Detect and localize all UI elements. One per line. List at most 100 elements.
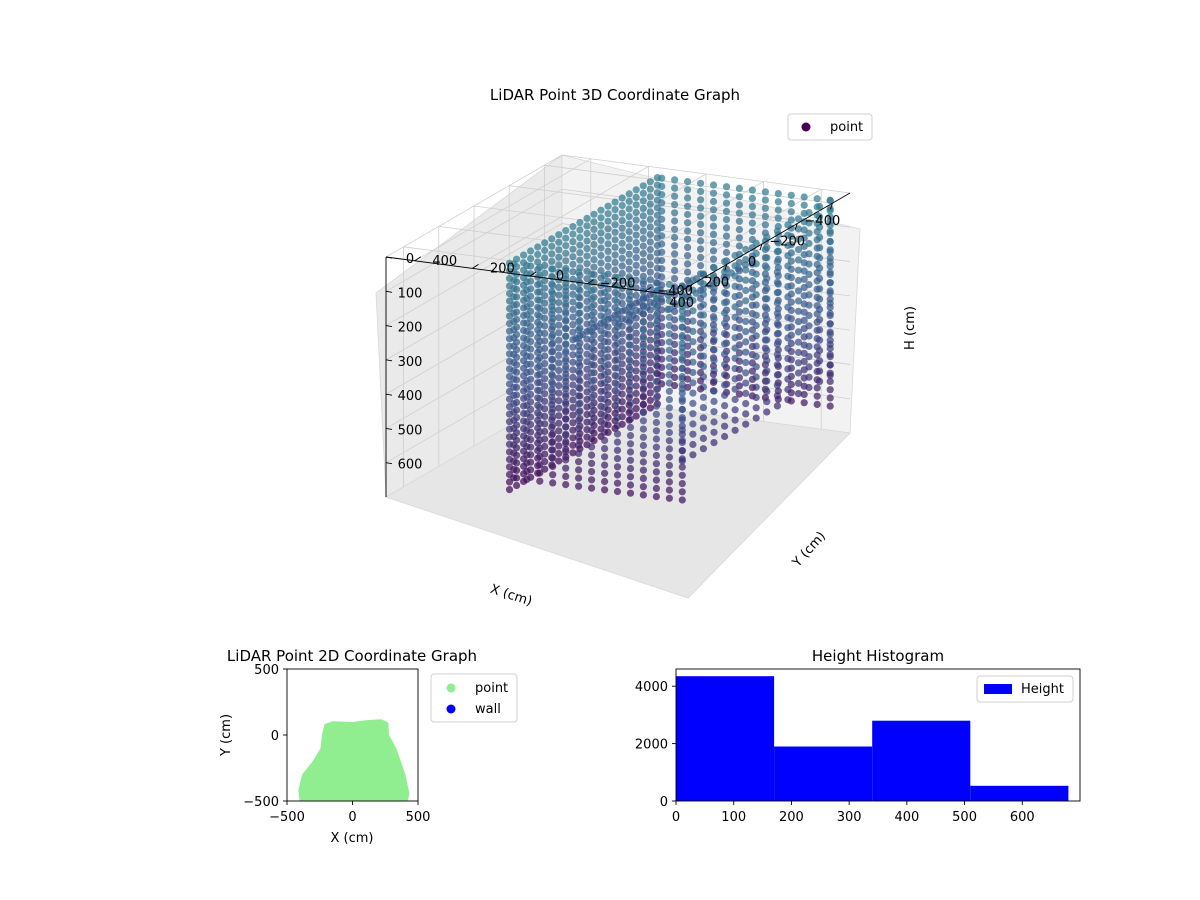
point-3d bbox=[784, 365, 792, 373]
point-3d bbox=[748, 211, 757, 219]
point-3d bbox=[632, 201, 640, 209]
point-3d bbox=[646, 321, 654, 329]
point-3d bbox=[513, 278, 521, 286]
point-3d bbox=[555, 253, 563, 261]
point-3d bbox=[611, 356, 619, 365]
point-3d bbox=[709, 206, 718, 214]
point-3d bbox=[548, 438, 556, 447]
point-3d bbox=[813, 392, 821, 400]
point-3d bbox=[534, 379, 542, 387]
point-3d bbox=[709, 239, 718, 247]
point-3d bbox=[618, 269, 626, 277]
point-3d bbox=[632, 254, 640, 262]
point-3d bbox=[665, 486, 674, 494]
point-3d bbox=[505, 312, 514, 320]
point-3d bbox=[513, 263, 521, 271]
point-3d bbox=[562, 385, 570, 393]
point-3d bbox=[722, 240, 731, 248]
point-3d bbox=[639, 466, 648, 474]
point-3d bbox=[763, 336, 771, 344]
point-3d bbox=[794, 390, 803, 398]
point-3d bbox=[678, 457, 686, 465]
point-3d bbox=[590, 248, 598, 256]
point-3d bbox=[639, 182, 647, 190]
point-3d bbox=[709, 214, 718, 222]
point-3d bbox=[548, 416, 556, 424]
point-3d bbox=[625, 409, 633, 417]
point-3d bbox=[763, 346, 771, 354]
z-tick-label-3d: 200 bbox=[398, 321, 423, 336]
point-3d bbox=[569, 411, 577, 419]
point-3d bbox=[639, 378, 647, 386]
point-3d bbox=[678, 496, 686, 504]
point-3d bbox=[569, 260, 577, 268]
point-3d bbox=[625, 333, 633, 341]
point-3d bbox=[816, 336, 824, 344]
point-3d bbox=[658, 174, 666, 182]
point-3d bbox=[721, 402, 729, 410]
point-3d bbox=[639, 441, 648, 450]
point-3d bbox=[763, 377, 771, 385]
legend-3d-label: point bbox=[830, 120, 863, 135]
point-3d bbox=[646, 351, 654, 359]
point-3d bbox=[555, 268, 563, 276]
point-3d bbox=[520, 311, 528, 320]
point-3d bbox=[794, 369, 803, 377]
point-3d bbox=[794, 235, 803, 243]
point-3d bbox=[826, 312, 834, 320]
point-3d bbox=[742, 328, 750, 336]
point-3d bbox=[710, 356, 718, 364]
histogram-bar bbox=[774, 746, 873, 801]
point-3d bbox=[689, 420, 697, 428]
point-3d bbox=[748, 293, 757, 301]
point-3d bbox=[601, 436, 609, 444]
point-3d bbox=[555, 449, 563, 458]
x-axis-label-3d: X (cm) bbox=[488, 582, 534, 610]
point-3d bbox=[805, 270, 813, 278]
x-tick-label-3d: 400 bbox=[669, 296, 694, 311]
point-3d bbox=[513, 383, 521, 391]
point-3d bbox=[632, 193, 640, 201]
y-tick-3d bbox=[414, 256, 422, 262]
point-3d bbox=[671, 382, 679, 390]
point-3d bbox=[626, 481, 635, 489]
point-3d bbox=[534, 288, 542, 296]
point-3d bbox=[555, 404, 563, 412]
point-3d bbox=[590, 210, 598, 218]
point-3d bbox=[583, 312, 591, 321]
histogram-bar bbox=[872, 720, 971, 801]
point-3d bbox=[597, 244, 605, 252]
point-3d bbox=[520, 304, 528, 312]
point-3d bbox=[678, 405, 686, 414]
point-3d bbox=[748, 186, 757, 194]
point-3d bbox=[794, 256, 803, 264]
point-3d bbox=[562, 341, 570, 349]
point-3d bbox=[597, 387, 605, 395]
point-3d bbox=[684, 178, 692, 186]
point-3d bbox=[787, 389, 795, 397]
point-3d bbox=[697, 385, 705, 393]
point-3d bbox=[639, 491, 648, 499]
point-3d bbox=[813, 400, 821, 408]
point-3d bbox=[639, 335, 648, 343]
point-3d bbox=[709, 337, 718, 345]
point-3d bbox=[639, 219, 647, 228]
point-3d bbox=[569, 245, 577, 253]
point-3d bbox=[632, 337, 640, 345]
point-3d bbox=[774, 321, 782, 329]
point-3d bbox=[611, 258, 619, 266]
point-3d bbox=[555, 434, 563, 442]
point-3d bbox=[639, 326, 648, 334]
point-3d bbox=[794, 297, 803, 305]
point-3d bbox=[562, 257, 570, 265]
point-3d bbox=[684, 194, 692, 202]
point-3d bbox=[611, 334, 619, 342]
point-3d bbox=[562, 408, 570, 416]
chart-3d-title: LiDAR Point 3D Coordinate Graph bbox=[490, 86, 740, 104]
z-tick-label-3d: 600 bbox=[398, 458, 423, 473]
point-3d bbox=[665, 461, 674, 469]
point-3d bbox=[590, 271, 598, 279]
point-3d bbox=[576, 301, 584, 310]
point-3d bbox=[562, 294, 570, 303]
y-tick-label-histogram: 4000 bbox=[635, 680, 668, 695]
